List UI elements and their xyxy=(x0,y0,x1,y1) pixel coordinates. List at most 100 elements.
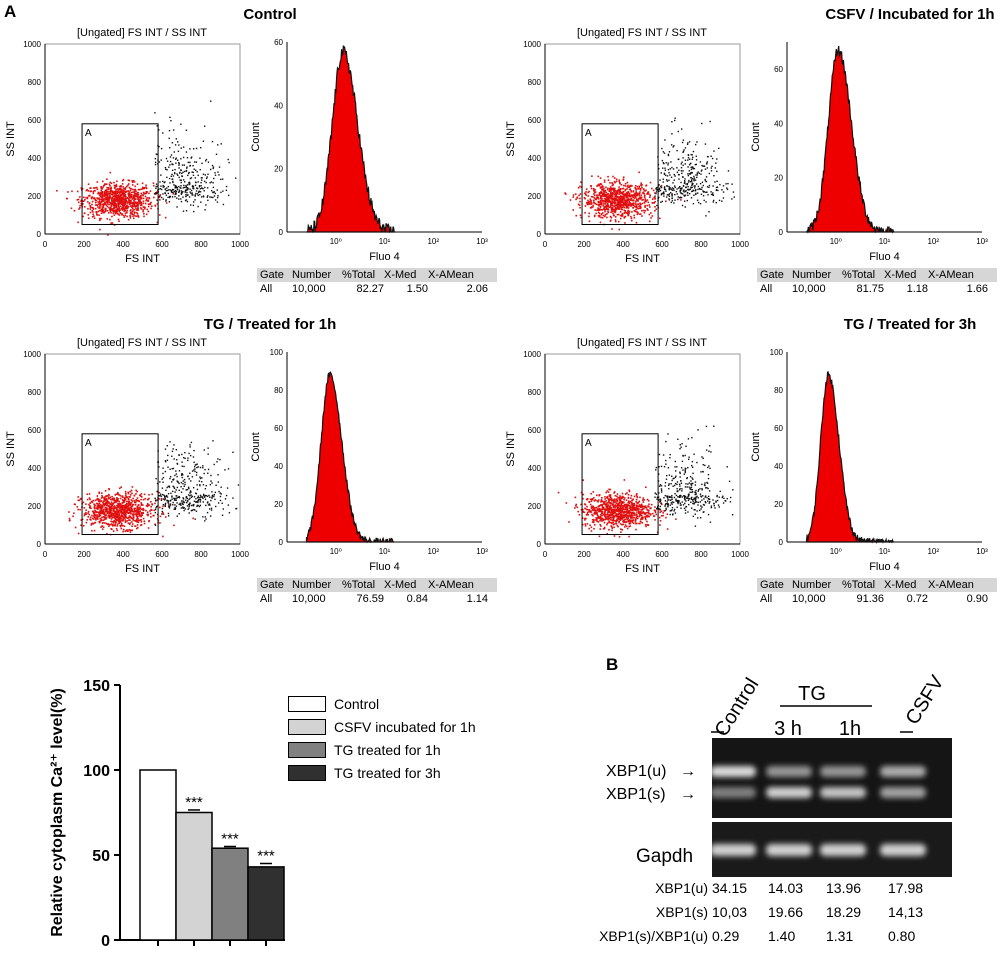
event-dot-gated xyxy=(600,525,602,527)
event-dot-ungated xyxy=(218,166,221,168)
event-dot-ungated xyxy=(708,211,710,213)
event-dot-gated xyxy=(643,211,646,214)
event-dot-gated xyxy=(133,513,135,516)
event-dot-gated xyxy=(145,213,148,216)
event-dot-gated xyxy=(639,196,641,198)
event-dot-gated xyxy=(610,207,613,210)
event-dot-gated xyxy=(600,499,603,502)
event-dot-ungated xyxy=(175,489,177,491)
event-dot-gated xyxy=(134,510,136,513)
event-dot-ungated xyxy=(192,201,195,203)
event-dot-ungated xyxy=(158,129,160,131)
event-dot-gated xyxy=(602,214,605,217)
event-dot-ungated xyxy=(195,192,197,195)
event-dot-gated xyxy=(102,195,105,197)
event-dot-gated xyxy=(110,508,113,510)
event-dot-ungated xyxy=(175,470,177,472)
event-dot-gated xyxy=(117,189,119,191)
event-dot-ungated xyxy=(662,167,664,169)
event-dot-ungated xyxy=(710,193,713,196)
event-dot-gated xyxy=(71,190,73,193)
event-dot-gated xyxy=(136,526,139,529)
event-dot-ungated xyxy=(695,192,697,195)
event-dot-ungated xyxy=(166,499,168,502)
event-dot-gated xyxy=(608,528,610,531)
event-dot-gated xyxy=(613,201,615,203)
event-dot-ungated xyxy=(154,158,157,160)
event-dot-gated xyxy=(130,199,132,202)
event-dot-gated xyxy=(109,206,112,209)
event-dot-ungated xyxy=(213,494,216,496)
event-dot-gated xyxy=(589,524,591,527)
event-dot-ungated xyxy=(713,174,715,177)
event-dot-ungated xyxy=(169,160,172,163)
event-dot-gated xyxy=(104,515,107,517)
event-dot-gated xyxy=(115,500,118,503)
event-dot-ungated xyxy=(680,163,683,165)
event-dot-gated xyxy=(142,210,144,213)
event-dot-ungated xyxy=(199,157,201,159)
event-dot-gated xyxy=(618,507,620,510)
event-dot-ungated xyxy=(174,158,177,160)
event-dot-ungated xyxy=(172,501,174,504)
event-dot-ungated xyxy=(171,496,173,498)
event-dot-ungated xyxy=(676,149,678,152)
event-dot-gated xyxy=(593,512,595,515)
event-dot-gated xyxy=(596,511,598,514)
event-dot-gated xyxy=(97,516,99,518)
event-dot-gated xyxy=(610,216,613,219)
event-dot-gated xyxy=(88,493,91,495)
event-dot-gated xyxy=(609,192,612,194)
event-dot-ungated xyxy=(713,150,715,152)
event-dot-gated xyxy=(613,190,615,193)
event-dot-gated xyxy=(624,215,627,218)
event-dot-gated xyxy=(613,188,616,191)
event-dot-gated xyxy=(605,491,607,494)
event-dot-ungated xyxy=(202,497,204,500)
event-dot-gated xyxy=(108,524,111,526)
event-dot-ungated xyxy=(733,196,735,198)
event-dot-gated xyxy=(138,507,140,509)
event-dot-gated xyxy=(621,492,624,495)
event-dot-gated xyxy=(120,486,122,488)
event-dot-ungated xyxy=(178,172,181,174)
event-dot-ungated xyxy=(176,495,178,497)
event-dot-gated xyxy=(99,205,101,207)
event-dot-gated xyxy=(593,497,595,499)
event-dot-ungated xyxy=(671,498,673,501)
gate-label: A xyxy=(85,128,92,139)
event-dot-gated xyxy=(118,487,121,490)
event-dot-gated xyxy=(140,496,143,498)
event-dot-gated xyxy=(100,503,102,506)
event-dot-gated xyxy=(83,513,86,515)
event-dot-ungated xyxy=(690,166,692,169)
event-dot-gated xyxy=(134,513,137,515)
event-dot-gated xyxy=(104,195,106,197)
event-dot-gated xyxy=(626,509,629,512)
event-dot-gated xyxy=(626,504,629,507)
event-dot-ungated xyxy=(210,499,212,502)
event-dot-gated xyxy=(628,522,631,525)
event-dot-gated xyxy=(642,511,645,514)
event-dot-ungated xyxy=(685,467,687,470)
event-dot-gated xyxy=(599,504,602,506)
event-dot-gated xyxy=(600,200,603,202)
event-dot-gated xyxy=(606,513,608,516)
event-dot-gated xyxy=(128,507,131,509)
event-dot-gated xyxy=(115,198,117,200)
event-dot-gated xyxy=(630,203,632,205)
event-dot-gated xyxy=(156,203,159,205)
event-dot-gated xyxy=(627,501,629,504)
event-dot-gated xyxy=(623,505,625,508)
event-dot-ungated xyxy=(693,180,695,182)
event-dot-ungated xyxy=(197,501,199,504)
event-dot-gated xyxy=(618,496,621,499)
event-dot-ungated xyxy=(691,158,693,160)
event-dot-gated xyxy=(622,201,625,203)
event-dot-gated xyxy=(112,509,115,511)
event-dot-ungated xyxy=(192,186,195,188)
event-dot-ungated xyxy=(683,507,686,510)
event-dot-gated xyxy=(582,497,584,500)
event-dot-gated xyxy=(123,210,125,213)
event-dot-gated xyxy=(619,206,622,209)
